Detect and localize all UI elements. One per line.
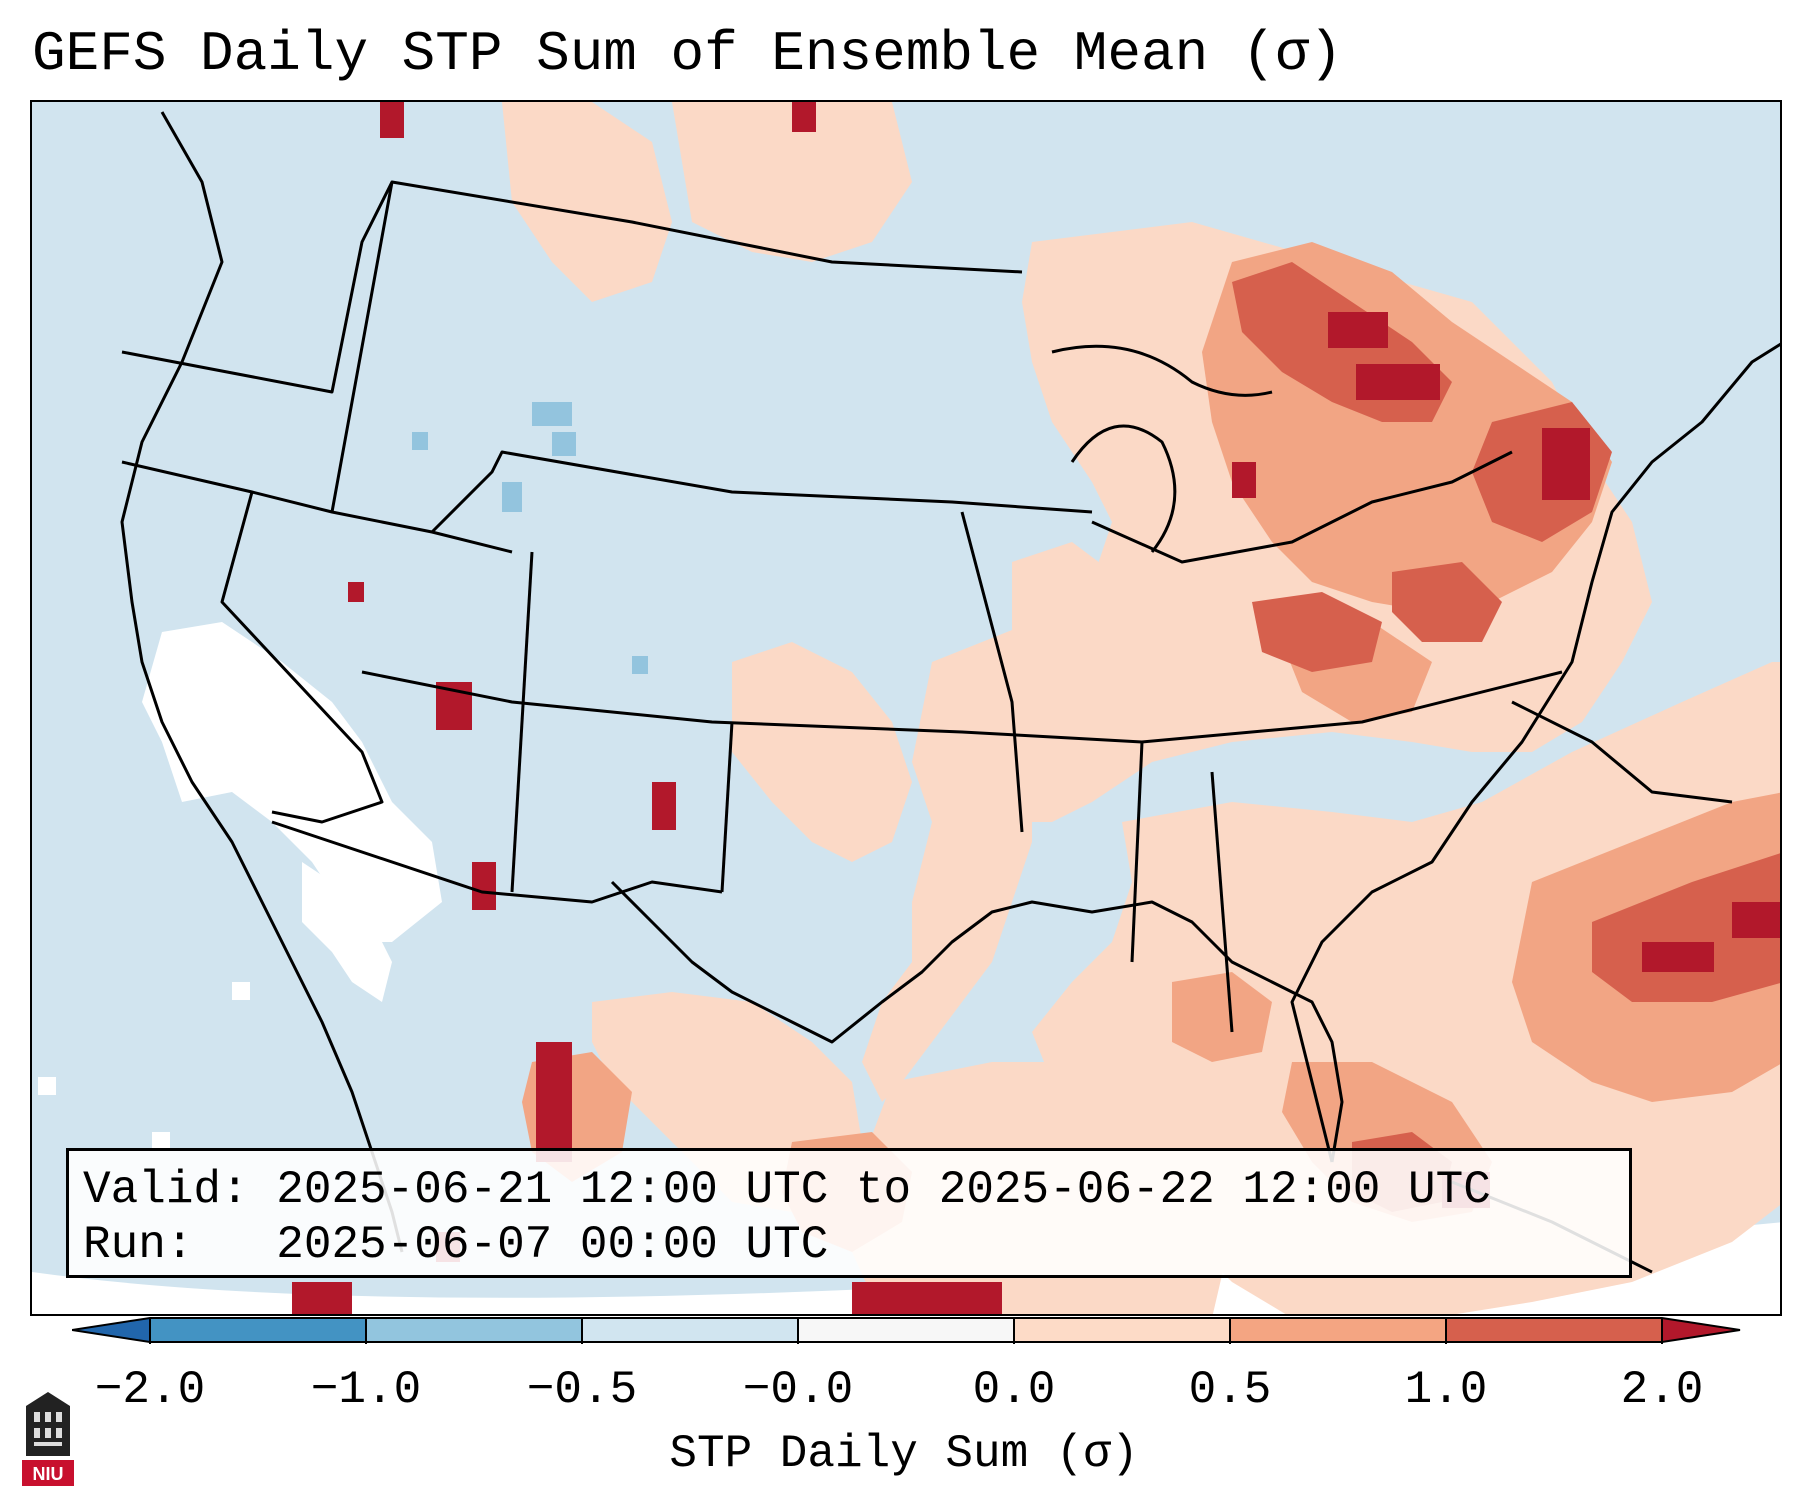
valid-time-text: Valid: 2025-06-21 12:00 UTC to 2025-06-2… xyxy=(83,1164,1491,1216)
colorbar-extend-high xyxy=(1662,1318,1740,1342)
pacific-coast xyxy=(120,111,404,1253)
lake-michigan xyxy=(1070,424,1177,553)
map-panel xyxy=(30,100,1782,1316)
strong-positive-regions xyxy=(1232,262,1780,1212)
svg-text:NIU: NIU xyxy=(33,1464,64,1484)
state-line-3 xyxy=(960,511,1024,833)
us-mexico-border-west xyxy=(271,820,723,904)
map-canvas xyxy=(32,102,1780,1314)
colorbar-tick-label: −1.0 xyxy=(310,1364,422,1416)
colorbar-tick-marks xyxy=(149,1318,1663,1344)
state-line-5 xyxy=(1210,771,1234,1033)
colorbar-bin-1 xyxy=(150,1318,366,1342)
colorbar-bin-5 xyxy=(1014,1318,1230,1342)
state-line-1 xyxy=(720,721,734,893)
state-line-2 xyxy=(510,551,534,893)
montana-wyoming xyxy=(430,450,1093,534)
nevada-border xyxy=(220,491,384,824)
niu-logo: NIU xyxy=(22,1392,74,1486)
lake-superior xyxy=(1051,344,1273,397)
colorbar-tick-label: 0.5 xyxy=(1188,1364,1272,1416)
map-borders xyxy=(120,111,1780,1274)
light-negative-regions xyxy=(412,402,648,674)
colorbar-tick-label: −2.0 xyxy=(94,1364,206,1416)
colorbar-bin-2 xyxy=(366,1318,582,1342)
colorbar-tick-label: −0.0 xyxy=(742,1364,854,1416)
colorbar-bin-7 xyxy=(1446,1318,1662,1342)
gulf-coast xyxy=(610,880,1344,1163)
great-lakes-border xyxy=(1091,450,1513,564)
info-box: Valid: 2025-06-21 12:00 UTC to 2025-06-2… xyxy=(66,1148,1632,1278)
near-zero-region xyxy=(38,622,442,1150)
run-time-text: Run: 2025-06-07 00:00 UTC xyxy=(83,1219,829,1271)
state-line-4 xyxy=(1130,741,1144,963)
map-title: GEFS Daily STP Sum of Ensemble Mean (σ) xyxy=(32,22,1343,86)
atlantic-coast xyxy=(1290,342,1780,1163)
oregon-border xyxy=(121,181,394,394)
colorbar-label: STP Daily Sum (σ) xyxy=(669,1428,1139,1480)
colorbar-bin-3 xyxy=(582,1318,798,1342)
east-line xyxy=(1511,700,1733,804)
colorbar-tick-label: 0.0 xyxy=(972,1364,1056,1416)
canada-border xyxy=(330,180,1023,513)
colorbar-tick-label: 1.0 xyxy=(1404,1364,1488,1416)
colorbar-bin-4 xyxy=(798,1318,1014,1342)
colorbar-bin-6 xyxy=(1230,1318,1446,1342)
colorbar xyxy=(72,1317,1741,1344)
central-parallel xyxy=(361,670,1563,744)
colorbar-tick-label: 2.0 xyxy=(1620,1364,1704,1416)
colorbar-tick-label: −0.5 xyxy=(526,1364,638,1416)
colorbar-extend-low xyxy=(72,1318,150,1342)
